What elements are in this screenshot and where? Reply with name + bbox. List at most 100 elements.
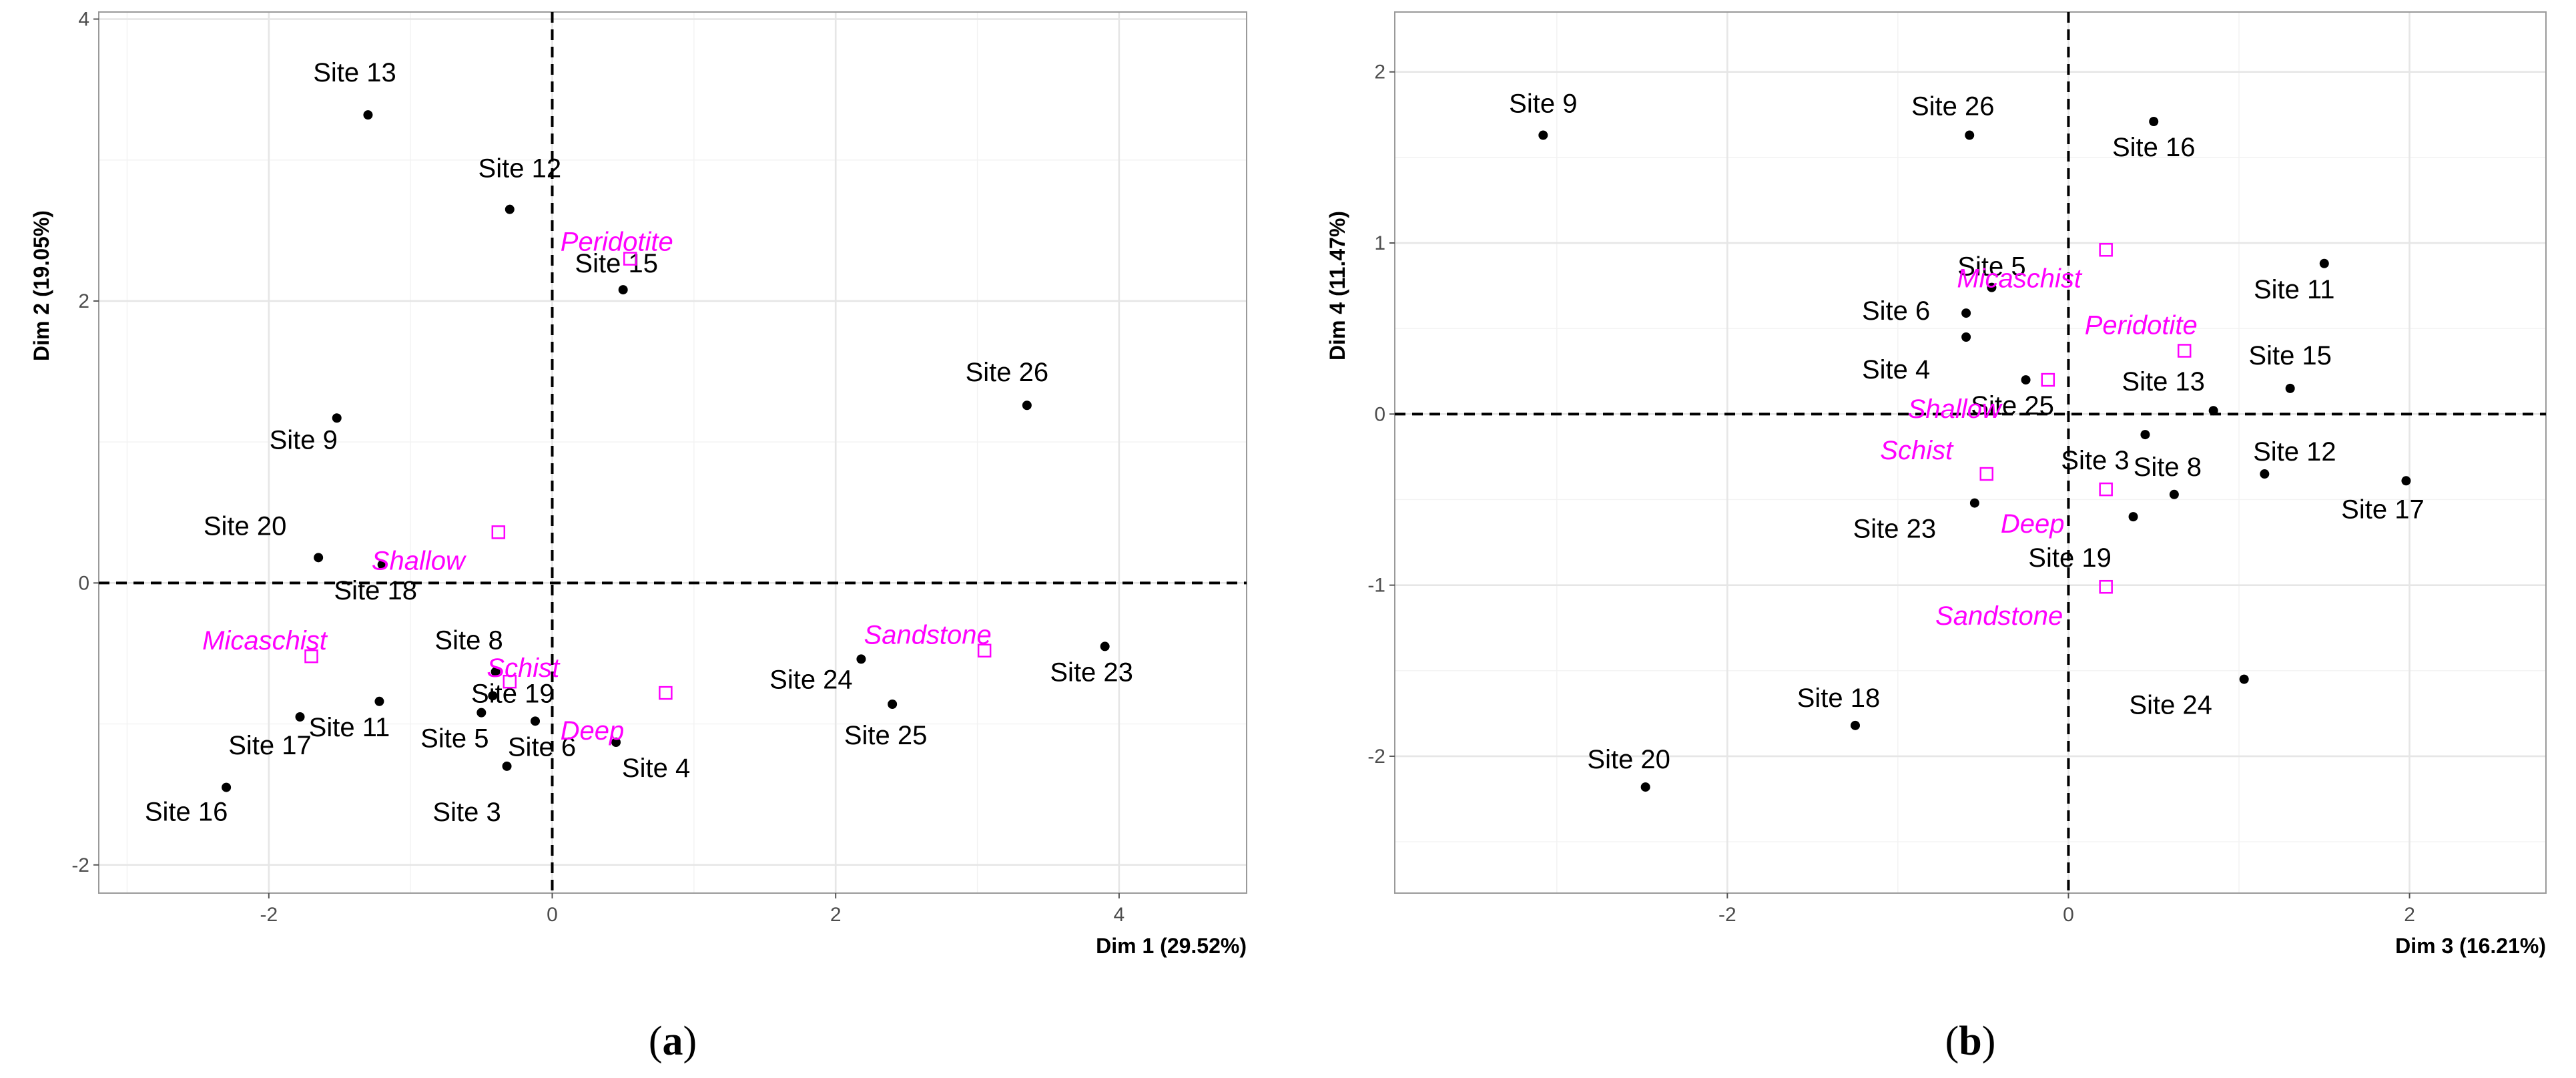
supplementary-marker bbox=[2099, 482, 2113, 497]
point-label: Site 25 bbox=[1971, 391, 2054, 421]
plot-frame bbox=[98, 11, 1247, 894]
supplementary-label: Micaschist bbox=[202, 626, 328, 655]
point-marker bbox=[488, 691, 498, 701]
x-tick-label: -2 bbox=[260, 904, 278, 926]
point-label: Site 16 bbox=[2112, 133, 2196, 162]
point-marker bbox=[1961, 308, 1971, 318]
point-marker bbox=[531, 716, 541, 726]
point-marker bbox=[1961, 332, 1971, 342]
point-marker bbox=[2021, 375, 2031, 385]
point-marker bbox=[2169, 489, 2179, 499]
point-label: Site 17 bbox=[228, 731, 312, 760]
x-tick-label: 0 bbox=[2063, 904, 2074, 926]
x-tick-label: 2 bbox=[2404, 904, 2415, 926]
point-marker bbox=[1100, 641, 1110, 651]
supplementary-marker bbox=[2099, 243, 2113, 257]
y-axis-title: Dim 4 (11.47%) bbox=[1325, 211, 1349, 360]
supplementary-marker bbox=[2041, 372, 2055, 387]
supplementary-label: Sandstone bbox=[864, 621, 992, 650]
point-label: Site 5 bbox=[1957, 252, 2025, 282]
point-label: Site 13 bbox=[313, 58, 396, 87]
point-label: Site 11 bbox=[309, 713, 390, 742]
point-marker bbox=[2128, 512, 2138, 522]
point-marker bbox=[1987, 282, 1997, 292]
point-label: Site 15 bbox=[575, 249, 658, 278]
y-tick-label: 1 bbox=[1374, 232, 1385, 254]
point-label: Site 24 bbox=[769, 665, 853, 694]
point-marker bbox=[1969, 498, 1979, 508]
individual-points: Site 13 Site 12 Site 15 Site 26 Site 9 Site 2… bbox=[145, 58, 1133, 827]
point-label: Site 18 bbox=[1797, 684, 1881, 713]
grid bbox=[1395, 12, 2546, 893]
x-tick-label: 4 bbox=[1114, 904, 1125, 926]
x-tick-label: -2 bbox=[1718, 904, 1736, 926]
supplementary-marker bbox=[491, 525, 506, 539]
point-marker bbox=[611, 738, 621, 748]
point-label: Site 11 bbox=[2254, 275, 2335, 304]
point-marker bbox=[2401, 476, 2411, 486]
x-tick-label: 2 bbox=[830, 904, 842, 926]
point-marker bbox=[2239, 674, 2249, 684]
point-label: Site 9 bbox=[270, 425, 338, 455]
point-marker bbox=[1640, 782, 1650, 792]
supplementary-marker bbox=[2099, 579, 2113, 594]
point-label: Site 8 bbox=[2134, 453, 2202, 482]
chart-panel-b: -2 0 2 -2 -1 0 1 2 Dim 3 (16.21%) Dim 4 (11.47%) S… bbox=[1288, 0, 2576, 1078]
supplementary-categories: Peridotite Shallow Micaschist Schist Deep San… bbox=[202, 228, 992, 746]
point-label: Site 26 bbox=[966, 358, 1049, 387]
point-marker bbox=[374, 696, 384, 706]
point-label: Site 19 bbox=[2028, 543, 2112, 573]
point-marker bbox=[1538, 130, 1548, 140]
point-label: Site 20 bbox=[1587, 745, 1670, 774]
point-marker bbox=[2149, 117, 2159, 127]
y-tick-label: 4 bbox=[78, 9, 89, 31]
panel-caption: (b) bbox=[1945, 1019, 1996, 1064]
supplementary-label: Sandstone bbox=[1935, 601, 2063, 631]
point-marker bbox=[2260, 469, 2270, 479]
supplementary-marker bbox=[2177, 344, 2192, 358]
point-marker bbox=[476, 708, 487, 718]
point-marker bbox=[332, 413, 342, 423]
point-marker bbox=[491, 667, 501, 677]
point-label: Site 6 bbox=[508, 732, 576, 762]
point-marker bbox=[1022, 400, 1032, 411]
supplementary-label: Micaschist bbox=[1957, 264, 2083, 293]
y-tick-label: -1 bbox=[1367, 575, 1385, 597]
x-tick-label: 0 bbox=[547, 904, 558, 926]
point-marker bbox=[2208, 406, 2218, 416]
point-label: Site 13 bbox=[2122, 367, 2205, 396]
y-tick-label: 0 bbox=[78, 572, 89, 594]
point-label: Site 24 bbox=[2129, 691, 2212, 720]
point-label: Site 23 bbox=[1853, 515, 1937, 544]
point-marker bbox=[222, 782, 232, 792]
point-marker bbox=[377, 559, 387, 569]
point-marker bbox=[2319, 258, 2329, 268]
point-label: Site 25 bbox=[844, 721, 928, 750]
x-axis-title: Dim 1 (29.52%) bbox=[1096, 934, 1247, 958]
point-label: Site 19 bbox=[471, 679, 555, 708]
point-label: Site 17 bbox=[2341, 495, 2425, 524]
supplementary-label: Deep bbox=[2001, 509, 2065, 539]
supplementary-marker bbox=[503, 674, 517, 689]
point-label: Site 12 bbox=[2253, 437, 2336, 467]
panel-caption: (a) bbox=[649, 1019, 697, 1064]
plot-frame bbox=[1394, 11, 2547, 894]
chart-panel-a: -2 0 2 4 -2 0 2 4 Dim 1 (29.52%) Dim 2 (19.05%) Si… bbox=[29, 9, 1247, 1064]
point-marker bbox=[2140, 430, 2150, 440]
y-tick-label: 2 bbox=[78, 290, 89, 312]
point-marker bbox=[1965, 130, 1975, 140]
x-axis-title: Dim 3 (16.21%) bbox=[2395, 934, 2546, 958]
scatter-plot-b: -2 0 2 -2 -1 0 1 2 Dim 3 (16.21%) Dim 4 (11.47%) S… bbox=[1325, 11, 2547, 1064]
y-tick-label: -2 bbox=[1367, 746, 1385, 768]
supplementary-marker bbox=[1979, 467, 1994, 481]
point-label: Site 4 bbox=[622, 754, 690, 783]
supplementary-label: Schist bbox=[487, 653, 561, 683]
point-marker bbox=[1851, 720, 1860, 730]
point-label: Site 12 bbox=[478, 154, 562, 184]
point-marker bbox=[502, 761, 512, 771]
supplementary-label: Peridotite bbox=[2085, 310, 2198, 340]
point-marker bbox=[295, 712, 305, 722]
point-marker bbox=[2285, 383, 2295, 393]
scatter-plot-a: -2 0 2 4 -2 0 2 4 Dim 1 (29.52%) Dim 2 (19.05%) Si… bbox=[29, 9, 1247, 1064]
